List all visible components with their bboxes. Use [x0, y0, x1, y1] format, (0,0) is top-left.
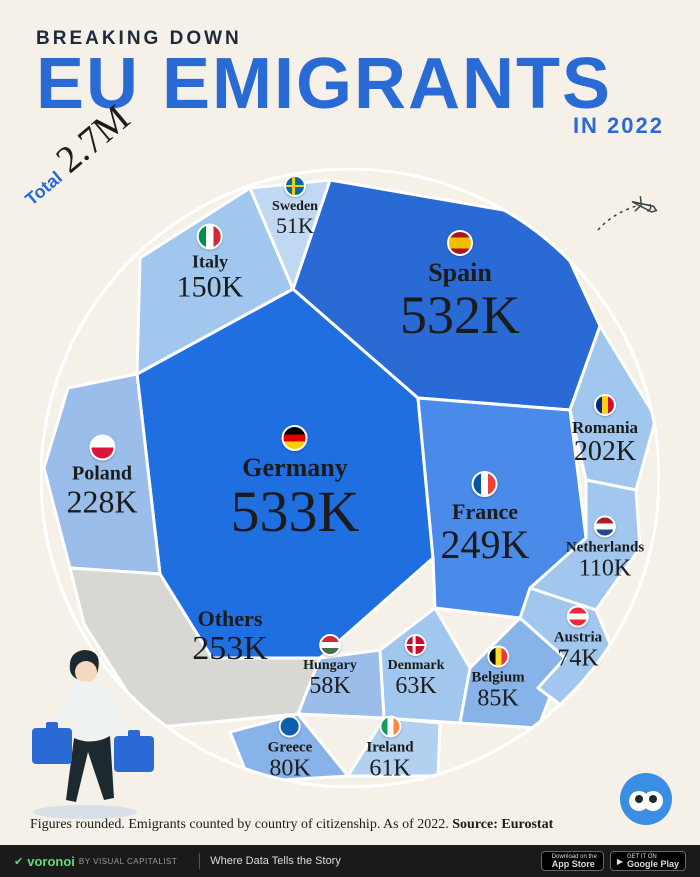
- cell-denmark: [380, 608, 470, 723]
- play-label: Google Play: [627, 860, 679, 869]
- footer-divider: [199, 853, 200, 869]
- google-play-badge[interactable]: ▶ GET IT ON Google Play: [610, 851, 686, 871]
- app-store-badge[interactable]: Download on the App Store: [541, 851, 604, 871]
- footnote-source-label: Source:: [452, 817, 501, 832]
- traveler-illustration: [10, 640, 160, 820]
- cell-ireland: [348, 718, 440, 776]
- app-store-label: App Store: [552, 860, 597, 869]
- footer-brand: voronoi: [27, 854, 75, 869]
- footer-bar: ✔ voronoi BY VISUAL CAPITALIST Where Dat…: [0, 845, 700, 877]
- footnote-source: Eurostat: [501, 817, 553, 832]
- checkmark-icon: ✔: [14, 855, 23, 868]
- voronoi-logo-icon: [620, 773, 672, 825]
- footnote: Figures rounded. Emigrants counted by co…: [30, 817, 553, 833]
- play-icon: ▶: [617, 857, 623, 866]
- cell-greece: [230, 714, 348, 782]
- footnote-text: Figures rounded. Emigrants counted by co…: [30, 817, 452, 832]
- footer-tagline: Where Data Tells the Story: [210, 855, 341, 867]
- footer-byline: BY VISUAL CAPITALIST: [79, 857, 177, 866]
- main-title: EU EMIGRANTS: [36, 52, 664, 117]
